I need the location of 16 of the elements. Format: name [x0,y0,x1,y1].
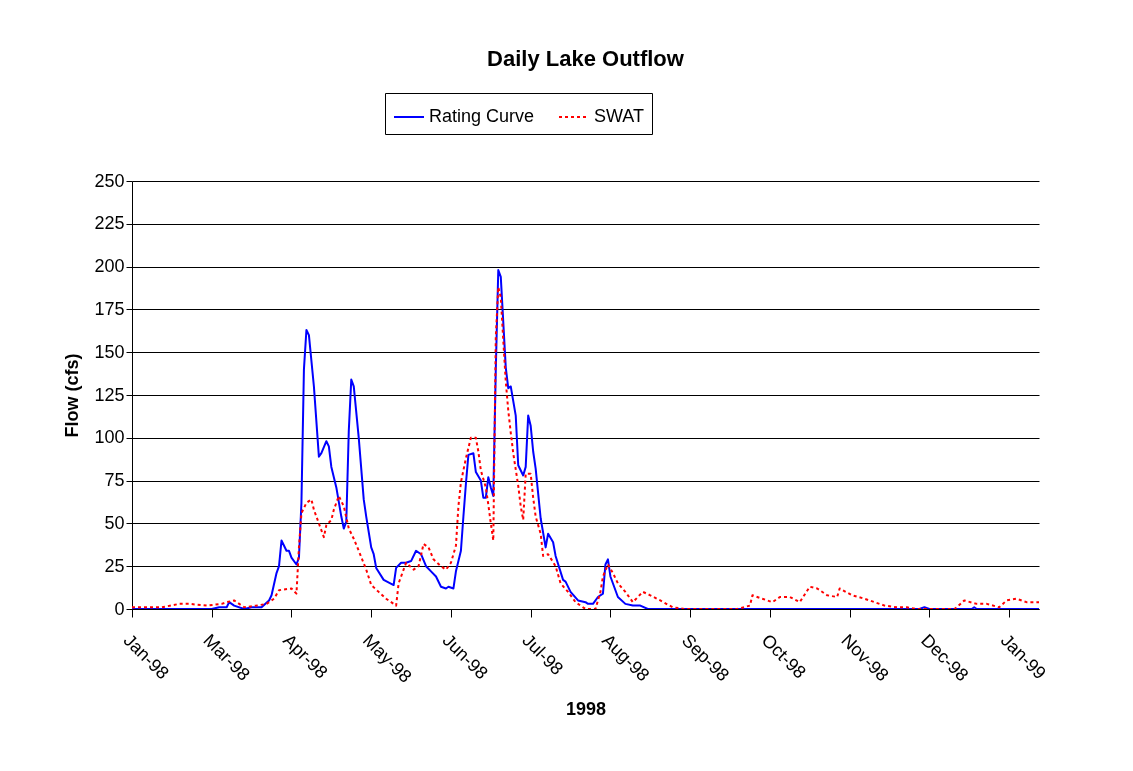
chart-title: Daily Lake Outflow [487,45,685,71]
y-tick-label: 75 [104,470,125,491]
y-tick-label: 100 [94,427,125,448]
legend-label: SWAT [594,106,644,126]
y-tick-label: 125 [94,384,125,405]
y-tick-label: 175 [94,298,125,319]
legend-label: Rating Curve [429,106,535,126]
y-tick-label: 50 [104,512,125,533]
y-tick-label: 200 [94,256,125,277]
y-tick-label: 25 [104,555,125,576]
y-tick-label: 225 [94,213,125,234]
y-axis-title: Flow (cfs) [62,353,83,438]
y-tick-label: 0 [114,598,125,619]
y-tick-label: 150 [94,341,125,362]
x-axis-title: 1998 [565,698,607,719]
y-tick-label: 250 [94,170,125,191]
